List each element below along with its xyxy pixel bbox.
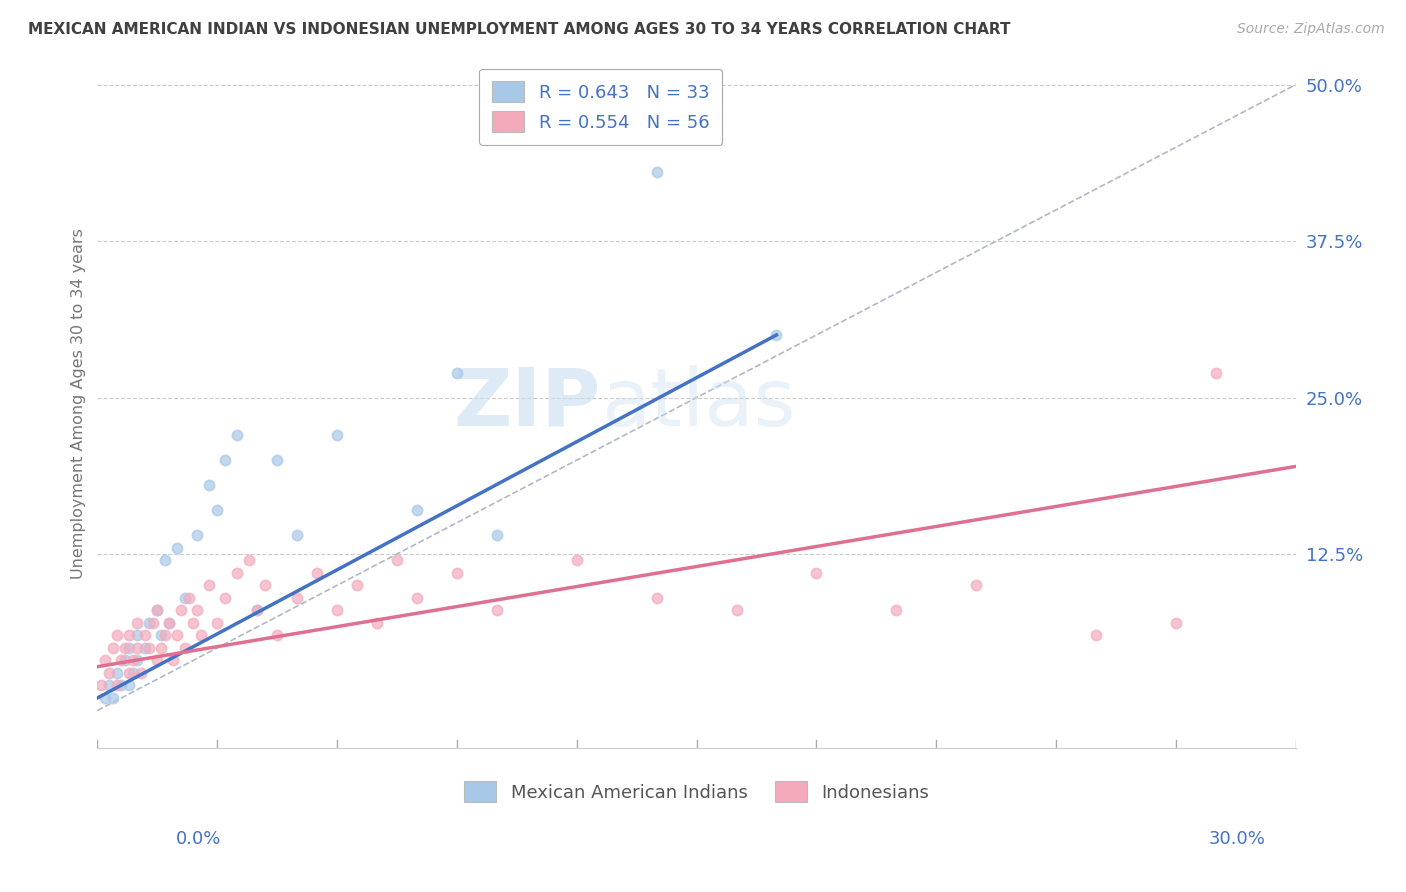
Point (118, 640, 141, 655)
Point (346, 578, 368, 592)
Point (186, 528, 208, 542)
Point (98, 678, 121, 692)
Point (285, 528, 308, 542)
Point (214, 591, 236, 605)
Point (155, 553, 177, 567)
Point (186, 603, 208, 617)
Point (485, 528, 508, 542)
Point (246, 603, 269, 617)
Point (366, 615, 388, 630)
Point (134, 628, 156, 642)
Point (181, 615, 204, 630)
Point (114, 640, 136, 655)
Point (114, 653, 136, 667)
Point (127, 653, 149, 667)
Point (162, 653, 184, 667)
Point (118, 665, 141, 680)
Point (105, 628, 128, 642)
Text: 30.0%: 30.0% (1209, 830, 1265, 847)
Point (105, 665, 128, 680)
Point (166, 541, 188, 555)
Point (118, 628, 141, 642)
Point (307, 566, 329, 580)
Point (129, 665, 152, 680)
Text: MEXICAN AMERICAN INDIAN VS INDONESIAN UNEMPLOYMENT AMONG AGES 30 TO 34 YEARS COR: MEXICAN AMERICAN INDIAN VS INDONESIAN UN… (28, 22, 1011, 37)
Point (122, 665, 145, 680)
Point (884, 603, 907, 617)
Point (198, 578, 221, 592)
Point (146, 603, 169, 617)
Point (226, 428, 249, 442)
Text: 0.0%: 0.0% (176, 830, 221, 847)
Legend: Mexican American Indians, Indonesians: Mexican American Indians, Indonesians (451, 769, 942, 814)
Point (1085, 628, 1108, 642)
Point (94, 653, 117, 667)
Point (179, 591, 201, 605)
Point (965, 578, 987, 592)
Point (127, 615, 149, 630)
Point (150, 640, 173, 655)
Point (645, 591, 668, 605)
Point (127, 640, 149, 655)
Point (94, 690, 117, 705)
Point (246, 603, 269, 617)
Point (127, 628, 149, 642)
Point (406, 503, 429, 517)
Point (134, 640, 156, 655)
Text: atlas: atlas (600, 365, 794, 442)
Point (238, 553, 260, 567)
Point (326, 428, 349, 442)
Point (138, 615, 160, 630)
Point (806, 566, 828, 580)
Point (146, 653, 169, 667)
Point (205, 503, 228, 517)
Point (150, 628, 173, 642)
Y-axis label: Unemployment Among Ages 30 to 34 years: Unemployment Among Ages 30 to 34 years (72, 228, 86, 579)
Point (326, 603, 349, 617)
Point (1205, 366, 1227, 380)
Point (446, 366, 468, 380)
Point (157, 615, 180, 630)
Point (105, 678, 128, 692)
Point (142, 615, 165, 630)
Point (266, 628, 288, 642)
Point (174, 591, 197, 605)
Point (190, 628, 212, 642)
Point (406, 591, 429, 605)
Point (765, 328, 787, 343)
Text: ZIP: ZIP (454, 365, 600, 442)
Point (198, 478, 221, 492)
Point (118, 678, 141, 692)
Point (725, 603, 748, 617)
Point (90, 678, 112, 692)
Point (645, 165, 668, 179)
Point (285, 591, 308, 605)
Point (266, 453, 288, 467)
Point (446, 566, 468, 580)
Point (385, 553, 408, 567)
Point (103, 640, 125, 655)
Point (103, 690, 125, 705)
Point (205, 615, 228, 630)
Point (157, 615, 180, 630)
Point (166, 628, 188, 642)
Point (170, 603, 193, 617)
Point (122, 653, 145, 667)
Point (565, 553, 588, 567)
Point (110, 678, 132, 692)
Point (1164, 615, 1187, 630)
Point (254, 578, 277, 592)
Point (110, 653, 132, 667)
Point (485, 603, 508, 617)
Point (226, 566, 249, 580)
Point (214, 453, 236, 467)
Point (155, 628, 177, 642)
Point (138, 640, 160, 655)
Point (146, 603, 169, 617)
Text: Source: ZipAtlas.com: Source: ZipAtlas.com (1237, 22, 1385, 37)
Point (98, 665, 121, 680)
Point (174, 640, 197, 655)
